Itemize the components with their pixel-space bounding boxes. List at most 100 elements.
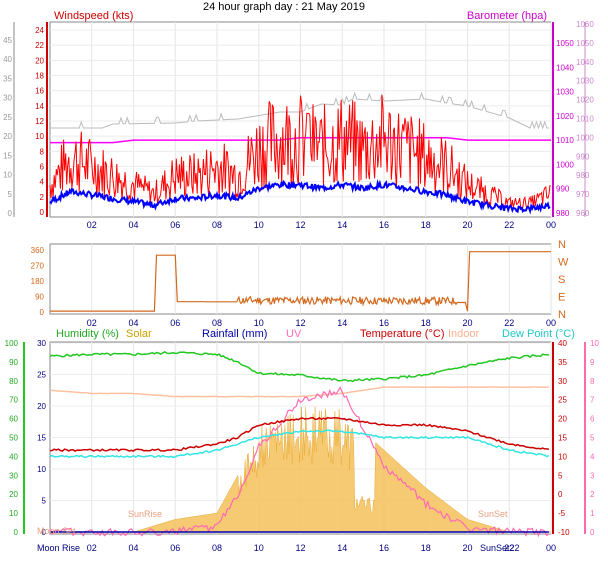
moon-set-annotation: Moon Set [37, 526, 76, 536]
direction-tick-label: 360 [31, 246, 45, 255]
wind-speed-line [49, 94, 551, 211]
temperature-right-tick-label: 25 [558, 396, 567, 405]
barometer-mini-tick-label: 1020 [576, 96, 594, 105]
temperature-ticks: 0 5 10 15 20 25 30 [37, 339, 46, 537]
barometer-tick-label: 1020 [556, 112, 574, 121]
uv-tick-label: 6 [590, 415, 595, 424]
barometer-mini-tick-label: 960 [576, 209, 590, 218]
time-tick-label: 20 [462, 220, 472, 230]
uv-tick-label: 4 [590, 452, 595, 461]
humidity-tick-label: 40 [9, 452, 18, 461]
temperature-right-ticks: -10 -5 0 5 10 15 20 25 30 35 40 [558, 339, 570, 537]
time-tick-label: 20 [462, 543, 472, 553]
wind-outer-tick-label: 0 [8, 209, 13, 218]
chart-title: 24 hour graph day : 21 May 2019 [203, 1, 365, 13]
barometer-tick-label: 1030 [556, 88, 574, 97]
barometer-mini-tick-label: 1060 [576, 20, 594, 29]
uv-tick-label: 3 [590, 471, 595, 480]
wind-direction-line [50, 251, 551, 312]
wind-inner-tick-label: 24 [35, 26, 44, 35]
direction-tick-label: 0 [40, 308, 45, 317]
temperature-right-tick-label: 40 [558, 339, 567, 348]
wind-inner-tick-label: 14 [35, 102, 44, 111]
wind-inner-tick-label: 12 [35, 117, 44, 126]
barometer-mini-tick-label: 970 [576, 190, 590, 199]
windspeed-label: Windspeed (kts) [54, 10, 133, 22]
time-tick-label: 06 [170, 220, 180, 230]
wind-outer-tick-label: 30 [3, 94, 12, 103]
barometer-tick-label: 1040 [556, 63, 574, 72]
temperature-right-tick-label: 15 [558, 434, 567, 443]
uv-tick-label: 5 [590, 434, 595, 443]
dew-point-line [49, 429, 550, 459]
barometer-tick-label: 1000 [556, 160, 574, 169]
humidity-tick-label: 60 [9, 415, 18, 424]
time-tick-label: 14 [337, 543, 347, 553]
humidity-line [49, 351, 549, 383]
temperature-tick-label: 25 [37, 371, 46, 380]
time-tick-label: 08 [212, 220, 222, 230]
barometer-ticks: 980 990 1000 1010 1020 1030 1040 1050 [556, 39, 574, 218]
direction-time-ticks: 02 04 06 08 10 12 14 16 18 20 22 00 [87, 318, 556, 328]
humidity-tick-label: 0 [14, 528, 19, 537]
time-tick-label: 12 [295, 220, 305, 230]
dew-point-label: Dew Point (°C) [502, 328, 575, 340]
barometer-tick-label: 990 [556, 185, 570, 194]
barometer-mini-tick-label: 980 [576, 171, 590, 180]
temperature-right-tick-label: 5 [558, 471, 563, 480]
uv-tick-label: 2 [590, 490, 595, 499]
multi-time-ticks: 02 04 06 08 10 12 14 16 18 20 22 00 [87, 543, 556, 553]
barometer-mini-ticks: 960 970 980 990 1000 1010 1020 1030 1040 1050 1060 [576, 20, 594, 218]
time-tick-label: 04 [128, 318, 138, 328]
time-tick-label: 00 [546, 543, 556, 553]
uv-tick-label: 1 [590, 509, 595, 518]
time-tick-label: 02 [87, 318, 97, 328]
time-tick-label: 18 [421, 543, 431, 553]
barometer-mini-tick-label: 1000 [576, 133, 594, 142]
wind-outer-ticks: 0 5 10 15 20 25 30 35 40 45 [3, 36, 12, 218]
temperature-tick-label: 30 [37, 339, 46, 348]
temperature-right-tick-label: 0 [558, 490, 563, 499]
compass-label: S [558, 274, 565, 286]
time-tick-label: 16 [379, 318, 389, 328]
wind-outer-tick-label: 45 [3, 36, 12, 45]
temperature-tick-label: 10 [37, 465, 46, 474]
humidity-ticks: 0 10 20 30 40 50 60 70 80 90 100 [5, 339, 19, 537]
wind-inner-tick-label: 20 [35, 56, 44, 65]
time-tick-label: 10 [254, 543, 264, 553]
time-tick-label: 08 [212, 318, 222, 328]
wind-outer-tick-label: 25 [3, 113, 12, 122]
direction-tick-label: 90 [35, 293, 44, 302]
humidity-tick-label: 20 [9, 490, 18, 499]
wind-outer-tick-label: 15 [3, 151, 12, 160]
temperature-tick-label: 5 [42, 497, 47, 506]
wind-inner-tick-label: 22 [35, 41, 44, 50]
humidity-tick-label: 80 [9, 377, 18, 386]
time-tick-label: 18 [421, 318, 431, 328]
time-tick-label: 00 [546, 220, 556, 230]
direction-grid [91, 244, 552, 314]
wind-outer-tick-label: 10 [3, 171, 12, 180]
direction-tick-label: 270 [31, 262, 45, 271]
barometer-mini-tick-label: 1050 [576, 39, 594, 48]
temperature-tick-label: 15 [37, 434, 46, 443]
wind-inner-tick-label: 10 [35, 132, 44, 141]
rainfall-label: Rainfall (mm) [202, 328, 267, 340]
time-tick-label: 00 [546, 318, 556, 328]
uv-tick-label: 0 [590, 528, 595, 537]
uv-ticks: 0 1 2 3 4 5 6 7 8 9 10 [590, 339, 599, 537]
barometer-tick-label: 1010 [556, 136, 574, 145]
temperature-label: Temperature (°C) [360, 328, 444, 340]
humidity-tick-label: 90 [9, 358, 18, 367]
wind-inner-tick-label: 16 [35, 87, 44, 96]
time-tick-label: 22 [504, 543, 514, 553]
indoor-label: Indoor [448, 328, 480, 340]
temperature-right-tick-label: -10 [558, 528, 570, 537]
humidity-tick-label: 30 [9, 471, 18, 480]
compass-label: N [558, 309, 566, 321]
time-tick-label: 04 [128, 543, 138, 553]
indoor-line [49, 386, 549, 398]
